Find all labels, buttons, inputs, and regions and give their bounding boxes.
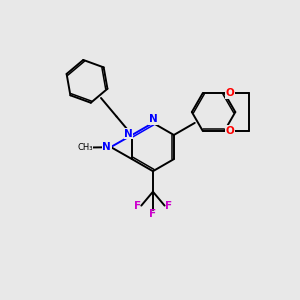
Text: N: N bbox=[102, 142, 111, 152]
Text: O: O bbox=[225, 126, 234, 136]
Text: CH₃: CH₃ bbox=[77, 143, 93, 152]
Text: O: O bbox=[225, 88, 234, 98]
Text: F: F bbox=[165, 201, 172, 211]
Text: F: F bbox=[149, 209, 157, 219]
Text: N: N bbox=[148, 114, 157, 124]
Text: N: N bbox=[124, 128, 133, 139]
Text: F: F bbox=[134, 201, 141, 211]
